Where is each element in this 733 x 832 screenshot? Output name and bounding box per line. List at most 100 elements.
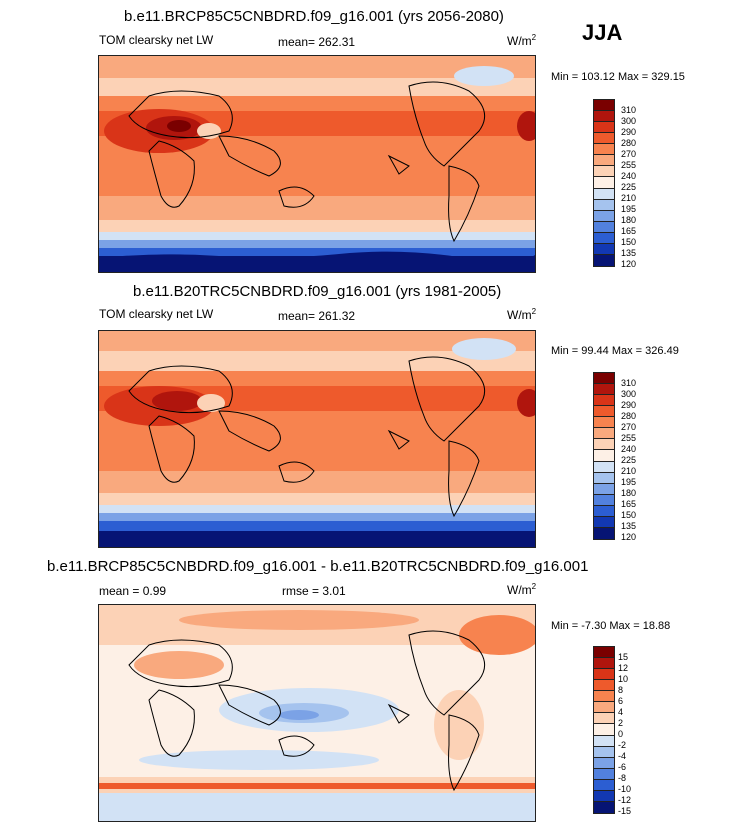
panel1-colorbar — [593, 99, 615, 267]
colorbar-swatch — [594, 669, 614, 681]
colorbar-swatch — [594, 680, 614, 692]
colorbar-swatch — [594, 406, 614, 418]
panel2-minmax: Min = 99.44 Max = 326.49 — [551, 345, 679, 357]
panel1-level-label: 120 — [621, 259, 637, 269]
panel2-level-label: 120 — [621, 532, 637, 542]
colorbar-swatch — [594, 702, 614, 714]
panel3-level-label: 15 — [618, 652, 629, 662]
colorbar-swatch — [594, 188, 614, 200]
panel3-colorbar — [593, 646, 615, 814]
colorbar-swatch — [594, 177, 614, 189]
panel2-level-label: 280 — [621, 411, 637, 421]
panel3-level-label: 8 — [618, 685, 624, 695]
panel2-mean: mean= 261.32 — [278, 309, 356, 323]
colorbar-swatch — [594, 647, 614, 659]
colorbar-swatch — [594, 724, 614, 736]
colorbar-swatch — [594, 691, 614, 703]
colorbar-swatch — [594, 439, 614, 451]
panel3-level-label: -10 — [618, 784, 632, 794]
colorbar-swatch — [594, 516, 614, 528]
colorbar-swatch — [594, 100, 614, 112]
panel2-title: b.e11.B20TRC5CNBDRD.f09_g16.001 (yrs 198… — [133, 283, 502, 300]
panel2-level-label: 195 — [621, 477, 637, 487]
colorbar-swatch — [594, 166, 614, 178]
colorbar-swatch — [594, 384, 614, 396]
colorbar-swatch — [594, 232, 614, 244]
panel2-unit: W/m2 — [507, 307, 537, 322]
panel1-mean: mean= 262.31 — [278, 35, 356, 49]
colorbar-swatch — [594, 713, 614, 725]
colorbar-swatch — [594, 417, 614, 429]
panel3-map — [98, 604, 536, 822]
colorbar-swatch — [594, 428, 614, 440]
panel1-level-label: 135 — [621, 248, 637, 258]
colorbar-swatch — [594, 221, 614, 233]
panel2-level-label: 165 — [621, 499, 637, 509]
panel2-colorbar — [593, 372, 615, 540]
panel3-map-field — [99, 605, 535, 821]
panel1-level-label: 280 — [621, 138, 637, 148]
panel2-variable: TOM clearsky net LW — [99, 307, 214, 321]
panel2-level-label: 300 — [621, 389, 637, 399]
panel3-level-label: -12 — [618, 795, 632, 805]
panel1-level-label: 300 — [621, 116, 637, 126]
panel1-level-label: 165 — [621, 226, 637, 236]
panel2-level-label: 135 — [621, 521, 637, 531]
colorbar-swatch — [594, 395, 614, 407]
colorbar-swatch — [594, 494, 614, 506]
panel3-title: b.e11.BRCP85C5CNBDRD.f09_g16.001 - b.e11… — [47, 558, 589, 575]
panel3-level-label: 6 — [618, 696, 624, 706]
panel2-level-label: 310 — [621, 378, 637, 388]
panel2-level-label: 240 — [621, 444, 637, 454]
panel3-minmax: Min = -7.30 Max = 18.88 — [551, 620, 671, 632]
colorbar-swatch — [594, 735, 614, 747]
colorbar-swatch — [594, 243, 614, 255]
panel3-rmse: rmse = 3.01 — [282, 584, 346, 598]
panel1-level-label: 150 — [621, 237, 637, 247]
panel3-level-label: 4 — [618, 707, 624, 717]
panel1-level-label: 290 — [621, 127, 637, 137]
colorbar-swatch — [594, 133, 614, 145]
colorbar-swatch — [594, 155, 614, 167]
panel3-level-label: -8 — [618, 773, 627, 783]
panel1-map — [98, 55, 536, 273]
panel1-level-label: 210 — [621, 193, 637, 203]
colorbar-swatch — [594, 254, 614, 266]
panel1-title: b.e11.BRCP85C5CNBDRD.f09_g16.001 (yrs 20… — [124, 8, 504, 25]
panel3-level-label: -6 — [618, 762, 627, 772]
colorbar-swatch — [594, 450, 614, 462]
panel3-level-label: 2 — [618, 718, 624, 728]
season-label: JJA — [582, 20, 623, 45]
panel2-map-field — [99, 331, 535, 547]
panel1-minmax: Min = 103.12 Max = 329.15 — [551, 71, 685, 83]
colorbar-swatch — [594, 111, 614, 123]
panel2-level-label: 225 — [621, 455, 637, 465]
panel1-level-label: 270 — [621, 149, 637, 159]
panel3-level-label: 0 — [618, 729, 624, 739]
colorbar-swatch — [594, 373, 614, 385]
panel1-level-label: 255 — [621, 160, 637, 170]
panel3-mean: mean = 0.99 — [99, 584, 167, 598]
panel2-level-label: 270 — [621, 422, 637, 432]
panel2-level-label: 290 — [621, 400, 637, 410]
panel3-unit: W/m2 — [507, 582, 537, 597]
panel1-level-label: 240 — [621, 171, 637, 181]
panel1-variable: TOM clearsky net LW — [99, 33, 214, 47]
colorbar-swatch — [594, 472, 614, 484]
panel1-unit: W/m2 — [507, 33, 537, 48]
panel3-level-label: 10 — [618, 674, 629, 684]
colorbar-swatch — [594, 790, 614, 802]
colorbar-swatch — [594, 757, 614, 769]
panel1-level-label: 195 — [621, 204, 637, 214]
colorbar-swatch — [594, 144, 614, 156]
panel2-map — [98, 330, 536, 548]
panel1-level-label: 310 — [621, 105, 637, 115]
colorbar-swatch — [594, 505, 614, 517]
colorbar-swatch — [594, 527, 614, 539]
panel2-level-label: 150 — [621, 510, 637, 520]
panel3-level-label: -2 — [618, 740, 627, 750]
colorbar-swatch — [594, 801, 614, 813]
colorbar-swatch — [594, 768, 614, 780]
panel3-level-label: -15 — [618, 806, 632, 816]
panel3-level-label: 12 — [618, 663, 629, 673]
